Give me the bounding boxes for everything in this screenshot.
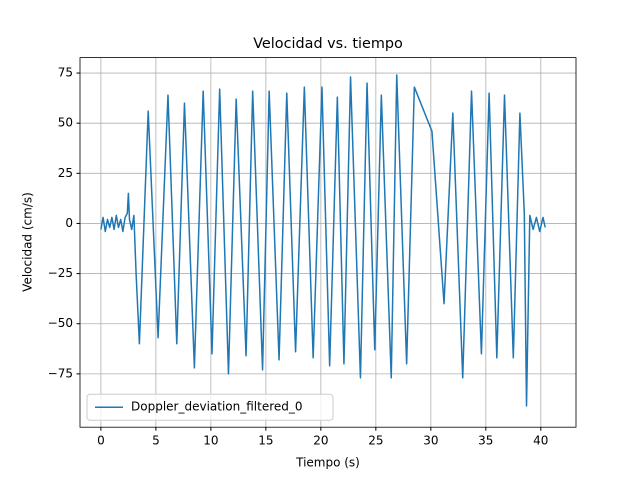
x-tick-label: 20 <box>313 434 328 448</box>
x-tick-label: 40 <box>533 434 548 448</box>
x-tick-label: 5 <box>152 434 160 448</box>
x-tick-label: 25 <box>368 434 383 448</box>
plot-frame <box>79 57 577 428</box>
x-tick-label: 30 <box>423 434 438 448</box>
data-line <box>100 74 546 407</box>
y-tick-label: 25 <box>58 166 73 180</box>
x-tick-label: 10 <box>203 434 218 448</box>
legend-label: Doppler_deviation_filtered_0 <box>131 400 303 414</box>
y-tick-label: −50 <box>48 316 73 330</box>
x-axis-label: Tiempo (s) <box>295 456 360 470</box>
y-tick-label: −75 <box>48 366 73 380</box>
x-tick-label: 0 <box>97 434 105 448</box>
y-axis-label: Velocidad (cm/s) <box>21 192 35 292</box>
y-tick-label: 50 <box>58 116 73 130</box>
chart-title: Velocidad vs. tiempo <box>253 36 403 52</box>
legend-box <box>86 393 334 421</box>
y-tick-label: −25 <box>48 266 73 280</box>
x-tick-label: 35 <box>478 434 493 448</box>
x-tick-label: 15 <box>258 434 273 448</box>
y-tick-label: 0 <box>65 216 73 230</box>
y-tick-label: 75 <box>58 66 73 80</box>
